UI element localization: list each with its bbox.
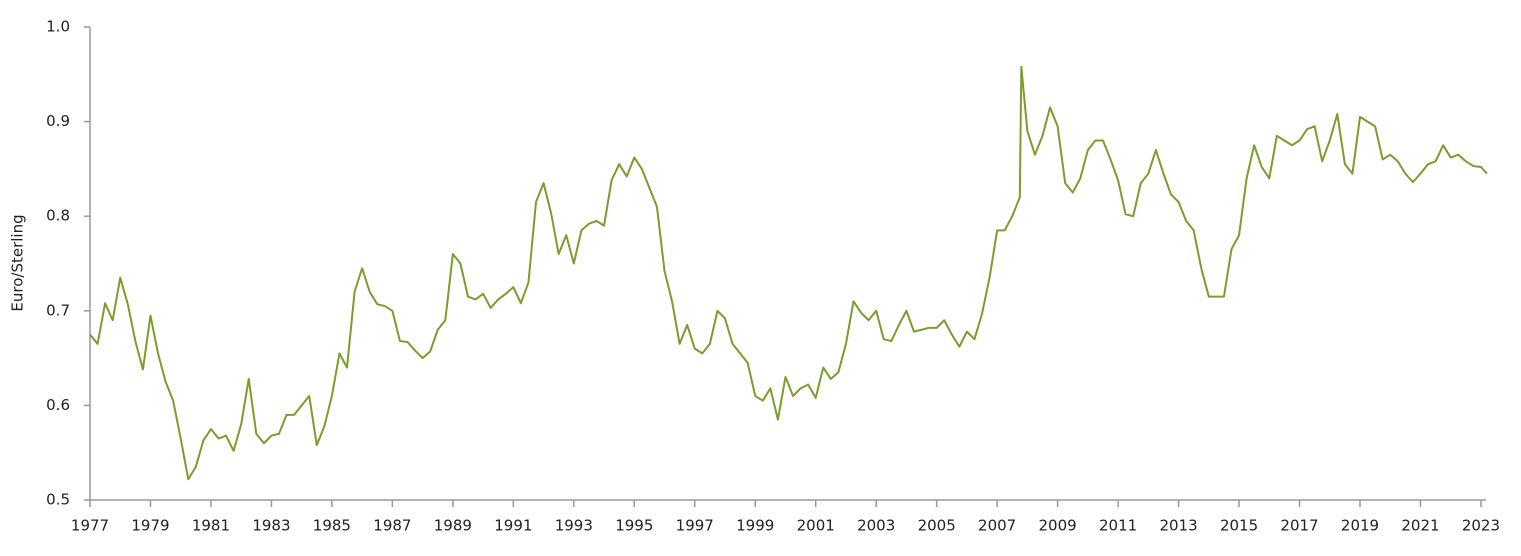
- x-tick-label: 2013: [1159, 517, 1197, 535]
- x-tick-label: 2015: [1220, 517, 1258, 535]
- x-tick-label: 1993: [555, 517, 593, 535]
- x-tick-label: 2003: [857, 517, 895, 535]
- x-tick-label: 1997: [676, 517, 714, 535]
- x-tick-label: 2007: [978, 517, 1016, 535]
- x-tick-label: 1983: [252, 517, 290, 535]
- x-tick-label: 1985: [313, 517, 351, 535]
- y-tick-label: 0.7: [46, 301, 70, 319]
- x-tick-label: 2017: [1280, 517, 1318, 535]
- x-tick-label: 2021: [1401, 517, 1439, 535]
- x-tick-label: 1981: [192, 517, 230, 535]
- x-tick-label: 2001: [797, 517, 835, 535]
- x-tick-label: 1995: [615, 517, 653, 535]
- x-tick-label: 1979: [131, 517, 169, 535]
- x-tick-label: 1999: [736, 517, 774, 535]
- x-tick-label: 1989: [434, 517, 472, 535]
- y-tick-label: 0.6: [46, 396, 70, 414]
- x-tick-label: 2023: [1462, 517, 1500, 535]
- x-tick-label: 2009: [1039, 517, 1077, 535]
- data-line: [89, 65, 1488, 481]
- x-tick-label: 2011: [1099, 517, 1137, 535]
- x-tick-label: 1977: [71, 517, 109, 535]
- y-tick-label: 0.9: [46, 112, 70, 130]
- y-tick-label: 0.5: [46, 491, 70, 509]
- y-tick-label: 0.8: [46, 207, 70, 225]
- x-tick-label: 1987: [373, 517, 411, 535]
- y-axis-label: Euro/Sterling: [9, 214, 27, 311]
- x-tick-label: 1991: [494, 517, 532, 535]
- x-tick-label: 2019: [1341, 517, 1379, 535]
- x-tick-label: 2005: [918, 517, 956, 535]
- y-tick-label: 1.0: [46, 18, 70, 36]
